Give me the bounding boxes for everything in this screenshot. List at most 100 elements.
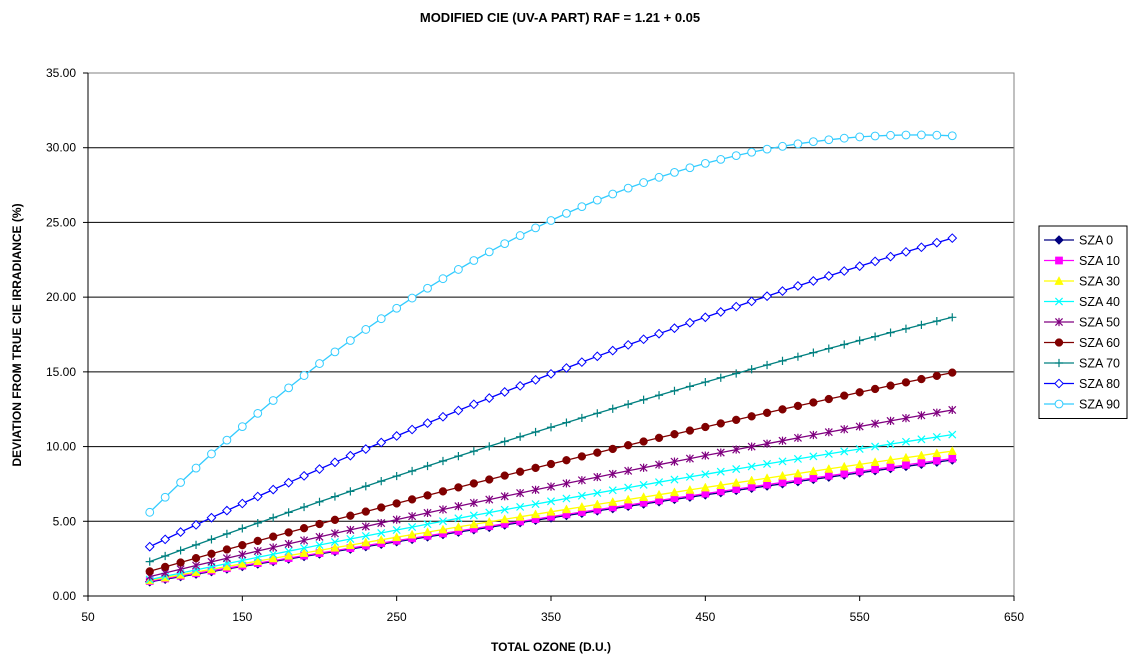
series-7-point-39	[746, 296, 757, 307]
series-6-point-43	[809, 348, 818, 357]
series-3-point-34	[670, 475, 679, 484]
series-8-point-14	[361, 325, 371, 334]
series-6-point-8	[269, 513, 278, 522]
series-4-point-49	[901, 414, 910, 423]
series-2-point-49	[901, 452, 911, 462]
series-3-point-16	[392, 525, 401, 535]
series-7-point-29	[592, 351, 603, 362]
series-1-point-46	[855, 467, 864, 476]
x-tick-label-6: 650	[1004, 610, 1024, 624]
series-3-point-32	[639, 480, 648, 489]
series-6-point-32	[639, 395, 648, 404]
series-3-point-35	[685, 472, 694, 481]
series-1-point-43	[809, 474, 818, 482]
series-5-point-46	[855, 388, 864, 397]
series-8-point-21	[469, 256, 479, 265]
series-2-point-27	[561, 504, 572, 514]
series-4-point-38	[732, 445, 741, 454]
series-5-point-17	[407, 495, 417, 504]
series-7-point-34	[669, 323, 680, 334]
series-5	[145, 368, 957, 576]
series-2-point-39	[747, 475, 757, 485]
series-5-point-48	[886, 381, 895, 390]
series-7-point-45	[839, 266, 850, 276]
series-2	[145, 446, 957, 585]
series-8-point-20	[454, 265, 463, 274]
series-3-point-26	[546, 497, 556, 506]
series-8-point-46	[855, 132, 865, 142]
series-6-point-10	[299, 502, 309, 512]
series-3-point-42	[793, 454, 802, 463]
series-7-point-17	[407, 424, 418, 435]
series-5-point-11	[315, 519, 324, 529]
series-8-point-40	[762, 144, 772, 154]
series-2-point-31	[623, 494, 633, 504]
series-4-point-40	[763, 439, 772, 448]
series-4-point-31	[624, 466, 633, 475]
series-8-point-2	[176, 478, 186, 487]
series-2-point-33	[654, 489, 664, 499]
series-5-point-36	[701, 422, 710, 432]
series-5-point-29	[593, 448, 602, 457]
series-7-point-9	[283, 477, 294, 488]
series-6-point-49	[901, 324, 911, 333]
series-4-point-15	[377, 518, 386, 528]
series-4-point-20	[454, 502, 463, 511]
series-2-point-11	[314, 545, 325, 555]
series-5-point-33	[654, 433, 664, 442]
legend-label-1: SZA 10	[1079, 254, 1120, 268]
series-8-point-11	[315, 359, 324, 368]
series-7-point-7	[252, 491, 263, 502]
series-7-point-41	[777, 286, 788, 296]
series-8-point-51	[932, 130, 942, 140]
series-2-point-47	[870, 457, 880, 466]
series-5-point-52	[948, 368, 957, 377]
series-8-point-31	[623, 183, 633, 193]
series-2-point-40	[762, 473, 772, 482]
series-8-point-38	[731, 151, 741, 161]
series-4-point-16	[392, 515, 401, 524]
series-6-point-22	[485, 442, 494, 451]
series-8-point-34	[670, 167, 679, 177]
series-2-point-26	[546, 506, 556, 516]
series-4-point-18	[423, 508, 432, 517]
series-5-point-8	[269, 532, 278, 541]
series-4-point-10	[300, 536, 309, 545]
series-7-point-11	[314, 464, 325, 474]
legend-swatch-marker-0	[1054, 235, 1064, 245]
y-tick-label-5: 25.00	[46, 215, 76, 229]
series-8-point-18	[423, 283, 432, 293]
series-3-point-13	[346, 534, 355, 544]
series-4-point-13	[346, 525, 355, 535]
series-5-point-3	[191, 553, 201, 563]
series-3-point-27	[562, 494, 571, 503]
series-3-point-51	[932, 432, 941, 441]
series-8-point-1	[160, 492, 170, 502]
series-6-point-47	[871, 332, 880, 341]
series-4-point-51	[932, 408, 941, 417]
legend-item-1: SZA 10	[1044, 254, 1120, 268]
series-7-point-52	[947, 233, 958, 244]
series-8-point-9	[284, 383, 294, 393]
legend-item-8: SZA 90	[1044, 398, 1120, 412]
series-7-point-49	[901, 246, 911, 257]
series-5-point-45	[840, 391, 849, 400]
series-6-point-51	[932, 316, 941, 326]
series-6-point-14	[361, 482, 370, 491]
series-3-point-21	[469, 511, 478, 520]
series-3-point-49	[901, 437, 910, 446]
series-6-point-17	[408, 466, 417, 476]
series-8-point-33	[654, 172, 664, 182]
series-5-point-9	[284, 528, 293, 537]
series-3-point-29	[593, 488, 602, 498]
legend-item-5: SZA 60	[1044, 336, 1120, 350]
series-3-point-47	[871, 442, 880, 451]
series-7-point-22	[484, 393, 495, 403]
series-7-point-25	[530, 374, 541, 385]
series-2-point-51	[932, 448, 942, 458]
series-3-point-17	[408, 523, 417, 532]
series-3-point-22	[485, 508, 494, 517]
series-1-point-51	[932, 456, 941, 465]
series-4-point-48	[886, 416, 895, 425]
